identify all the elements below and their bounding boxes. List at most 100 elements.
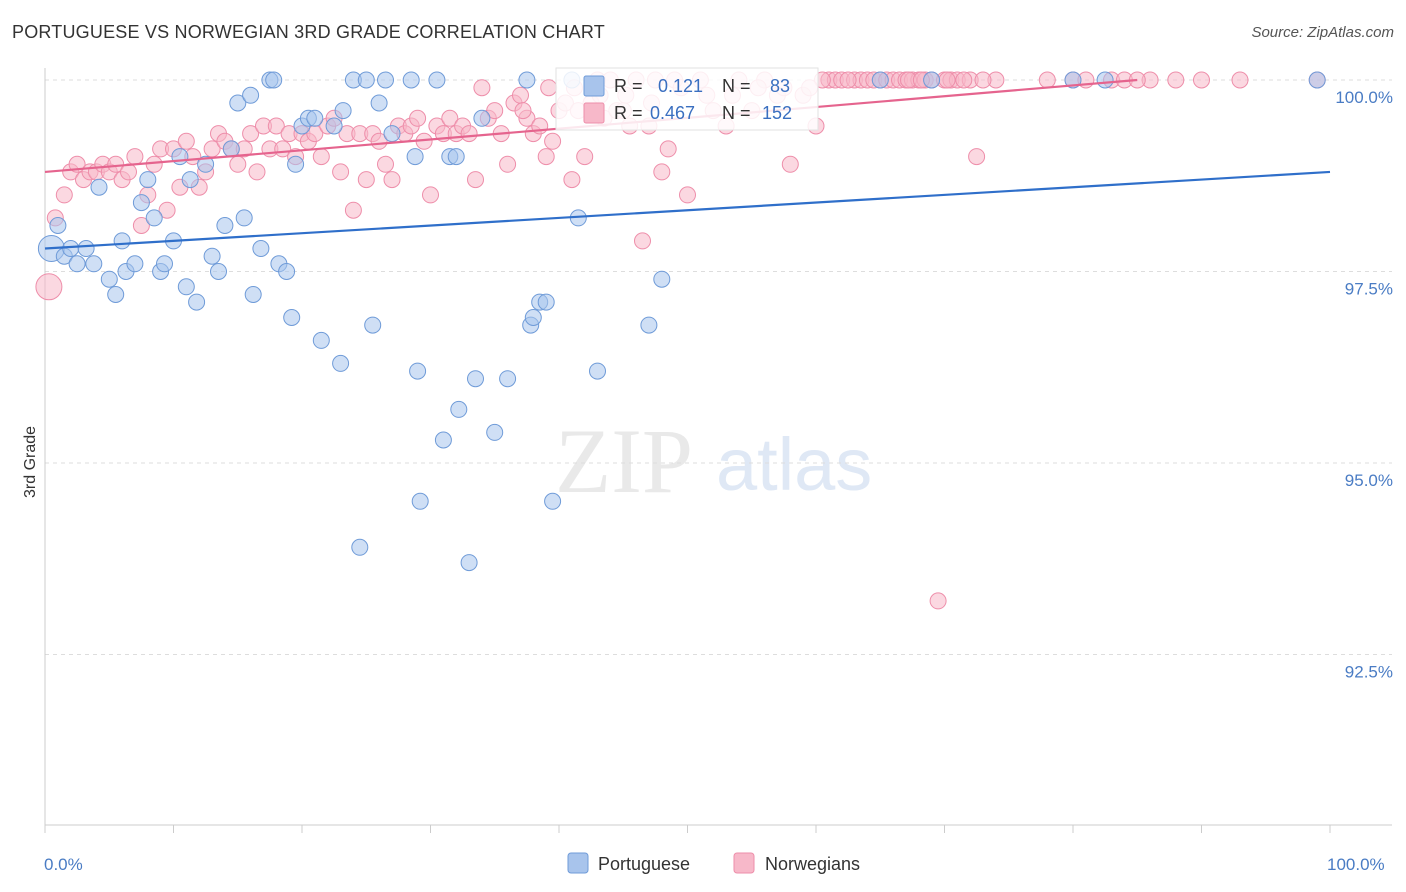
portuguese-point-34 bbox=[265, 71, 283, 89]
norwegians-point-0 bbox=[35, 273, 63, 301]
portuguese-point-6 bbox=[85, 255, 103, 273]
portuguese-point-9 bbox=[107, 286, 125, 303]
portuguese-point-10 bbox=[113, 232, 131, 250]
norwegians-point-2 bbox=[55, 186, 73, 204]
legend-n-value-portuguese: 83 bbox=[770, 76, 790, 96]
portuguese-point-78 bbox=[871, 71, 889, 89]
portuguese-point-5 bbox=[77, 240, 95, 257]
norwegians-point-35 bbox=[267, 117, 285, 135]
legend-n-label-portuguese: N = bbox=[722, 76, 751, 96]
norwegians-point-42 bbox=[312, 148, 330, 166]
portuguese-point-19 bbox=[171, 148, 189, 166]
portuguese-point-56 bbox=[411, 492, 429, 510]
bottom-legend-swatch-norwegians bbox=[733, 852, 755, 874]
portuguese-point-47 bbox=[351, 538, 369, 556]
portuguese-point-31 bbox=[244, 286, 262, 303]
legend-n-label-norwegians: N = bbox=[722, 103, 751, 123]
portuguese-point-3 bbox=[62, 240, 80, 257]
portuguese-point-32 bbox=[252, 240, 270, 257]
y-axis-label: 3rd Grade bbox=[22, 426, 39, 498]
portuguese-point-75 bbox=[589, 362, 606, 380]
portuguese-point-24 bbox=[203, 247, 221, 265]
norwegians-point-148 bbox=[974, 71, 992, 89]
portuguese-point-38 bbox=[287, 155, 305, 173]
norwegians-point-62 bbox=[441, 109, 459, 127]
norwegians-point-161 bbox=[514, 102, 532, 120]
portuguese-point-51 bbox=[377, 71, 394, 89]
portuguese-point-1 bbox=[49, 217, 67, 234]
norwegians-point-47 bbox=[344, 201, 362, 219]
portuguese-point-71 bbox=[537, 293, 555, 311]
portuguese-point-43 bbox=[325, 117, 343, 135]
portuguese-point-25 bbox=[210, 263, 227, 280]
norwegians-point-78 bbox=[544, 132, 562, 150]
portuguese-point-48 bbox=[357, 71, 375, 89]
portuguese-point-57 bbox=[428, 71, 446, 89]
portuguese-point-79 bbox=[923, 71, 941, 89]
portuguese-point-61 bbox=[450, 400, 468, 418]
portuguese-point-17 bbox=[156, 255, 173, 273]
y-tick-label-0: 100.0% bbox=[1335, 88, 1393, 107]
portuguese-point-41 bbox=[306, 109, 324, 127]
watermark-atlas: atlas bbox=[716, 423, 872, 506]
norwegians-point-140 bbox=[1231, 71, 1249, 89]
legend-n-value-norwegians: 152 bbox=[762, 103, 792, 123]
norwegians-point-45 bbox=[332, 163, 350, 181]
norwegians-point-21 bbox=[177, 132, 195, 150]
norwegians-point-138 bbox=[1167, 71, 1185, 89]
portuguese-point-44 bbox=[332, 354, 350, 372]
portuguese-point-58 bbox=[434, 431, 452, 449]
legend-r-value-portuguese: 0.121 bbox=[658, 76, 703, 96]
portuguese-point-14 bbox=[139, 171, 157, 189]
portuguese-point-13 bbox=[132, 194, 150, 212]
portuguese-point-21 bbox=[181, 171, 199, 189]
portuguese-point-64 bbox=[473, 109, 491, 127]
legend-swatch-portuguese bbox=[583, 75, 605, 97]
portuguese-point-15 bbox=[145, 209, 163, 227]
norwegians-point-160 bbox=[540, 79, 558, 97]
norwegians-point-29 bbox=[229, 155, 247, 173]
portuguese-point-53 bbox=[402, 71, 420, 89]
portuguese-point-8 bbox=[100, 270, 118, 288]
norwegians-point-125 bbox=[929, 592, 947, 610]
portuguese-point-63 bbox=[467, 370, 484, 388]
x-tick-label-right: 100.0% bbox=[1327, 855, 1385, 874]
trend-line-portuguese bbox=[44, 170, 1331, 250]
portuguese-point-23 bbox=[197, 155, 215, 173]
norwegians-point-53 bbox=[383, 171, 401, 189]
watermark-zip: ZIP bbox=[555, 410, 693, 512]
portuguese-point-4 bbox=[68, 255, 86, 273]
norwegians-point-65 bbox=[460, 125, 478, 143]
portuguese-point-54 bbox=[406, 148, 424, 166]
norwegians-point-13 bbox=[126, 148, 144, 166]
portuguese-point-29 bbox=[235, 209, 253, 227]
portuguese-point-62 bbox=[460, 554, 478, 572]
portuguese-point-52 bbox=[383, 125, 401, 143]
portuguese-point-67 bbox=[518, 71, 536, 89]
portuguese-point-65 bbox=[486, 423, 504, 441]
norwegians-point-92 bbox=[634, 232, 651, 250]
norwegians-point-95 bbox=[653, 163, 671, 181]
norwegians-point-57 bbox=[409, 109, 427, 127]
legend-r-value-norwegians: 0.467 bbox=[650, 103, 695, 123]
stats-legend: R = 0.121 N = 83 R = 0.467 N = 152 bbox=[555, 67, 819, 131]
portuguese-point-72 bbox=[544, 492, 562, 510]
norwegians-point-52 bbox=[377, 155, 394, 173]
portuguese-point-42 bbox=[312, 331, 330, 349]
portuguese-point-76 bbox=[640, 316, 658, 334]
bottom-legend-label-norwegians: Norwegians bbox=[765, 854, 860, 874]
legend-r-label-portuguese: R = bbox=[614, 76, 643, 96]
x-tick-label-left: 0.0% bbox=[44, 855, 83, 874]
portuguese-point-60 bbox=[447, 148, 465, 166]
norwegians-point-98 bbox=[679, 186, 696, 204]
bottom-legend-label-portuguese: Portuguese bbox=[598, 854, 690, 874]
portuguese-point-28 bbox=[229, 94, 247, 112]
portuguese-point-20 bbox=[177, 278, 195, 296]
norwegians-point-139 bbox=[1193, 71, 1210, 89]
norwegians-point-14 bbox=[132, 217, 150, 234]
portuguese-point-82 bbox=[1308, 71, 1326, 89]
norwegians-point-146 bbox=[938, 71, 956, 89]
norwegians-point-106 bbox=[781, 155, 799, 173]
norwegians-point-69 bbox=[486, 102, 504, 120]
x-ticks bbox=[44, 825, 1331, 833]
